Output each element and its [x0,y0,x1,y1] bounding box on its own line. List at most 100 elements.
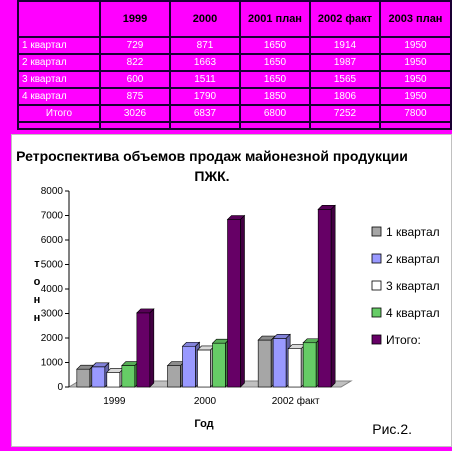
table-header-cell: 1999 [99,0,171,38]
x-tick-label: 1999 [103,396,126,407]
legend: 1 квартал 2 квартал 3 квартал 4 квартал Итог… [371,225,440,347]
y-axis-label-letter: т [34,258,40,270]
legend-label: 3 квартал [386,279,440,293]
y-tick-label: 1000 [41,358,64,369]
table-cell: 6800 [239,104,311,123]
row-label: 2 квартал [17,53,101,72]
table-cell: 7252 [309,104,381,123]
table-cell: 1650 [239,53,311,72]
table-header-cell: 2000 [169,0,241,38]
table-row: 4 квартал 875 1790 1850 1806 1950 [17,87,452,106]
legend-label: Итого: [386,333,421,347]
chart-title-line-1: Ретроспектива объемов продаж майонезной … [16,148,408,164]
chart-title-line-2: ПЖК. [194,168,229,184]
y-axis-label-letter: н [34,312,41,324]
bar-front [227,219,241,388]
x-tick-label: 2002 факт [272,395,320,407]
table-cell: 875 [99,87,171,106]
row-label: 1 квартал [17,36,101,55]
table-cell: 7800 [379,104,452,123]
bar-side [330,204,336,388]
table-cell: 1950 [379,70,452,89]
table-cell: 3026 [99,104,171,123]
bar-front [272,338,287,388]
bar-front [121,365,136,388]
bar [211,338,231,388]
table-header-cell [17,0,101,38]
legend-swatch [371,307,382,318]
row-label: Итого [17,104,101,123]
table-cell: 1850 [239,87,311,106]
bar-front [167,365,181,388]
y-tick-label: 6000 [41,235,64,246]
bar-side [240,214,245,388]
bar [196,345,216,388]
chart-panel: Ретроспектива объемов продаж майонезной … [11,134,452,447]
table-row-blank [17,121,452,130]
bar-front [91,366,106,388]
row-label: 4 квартал [17,87,101,106]
table-row: 1 квартал 729 871 1650 1914 1950 [17,36,452,55]
bar [257,335,276,388]
table-cell: 1650 [239,36,311,55]
bar [76,364,95,388]
legend-swatch [371,253,382,264]
data-table: 1999 2000 2001 план 2002 факт 2003 план … [17,0,452,130]
bar [302,338,321,388]
y-tick-label: 2000 [41,333,64,344]
table-cell: 1950 [379,36,452,55]
legend-swatch [371,334,382,345]
y-axis-label-letter: н [34,294,41,306]
bar [226,214,246,388]
legend-label: 2 квартал [386,252,440,266]
bar-front [197,349,211,388]
y-tick-label: 3000 [41,309,64,320]
y-tick-label: 7000 [41,211,64,222]
table-cell: 1950 [379,53,452,72]
table-cell: 1950 [379,87,452,106]
x-tick-label: 2000 [194,396,217,407]
bar-side [149,308,155,388]
y-tick-label: 4000 [41,284,64,295]
bar-front [302,342,317,388]
table-cell: 729 [99,36,171,55]
y-tick-label: 8000 [41,186,64,197]
table-header-row: 1999 2000 2001 план 2002 факт 2003 план [17,0,452,38]
y-tick-label: 0 [57,382,63,393]
table-row: 3 квартал 600 1511 1650 1565 1950 [17,70,452,89]
bar-front [76,368,91,388]
bar [272,333,291,388]
table-cell: 1806 [309,87,381,106]
legend-label: 1 квартал [386,225,440,239]
x-axis-label: Год [194,418,213,430]
legend-swatch [371,226,382,237]
table-cell: 822 [99,53,171,72]
table-header-cell: 2002 факт [309,0,381,38]
bar-front [182,345,196,388]
bar-front [106,372,121,388]
table-cell: 1565 [309,70,381,89]
bar-front [212,342,226,388]
bar [91,362,110,388]
row-label: 3 квартал [17,70,101,89]
table-header-cell: 2001 план [239,0,311,38]
bar [166,360,186,388]
table-header-cell: 2003 план [379,0,452,38]
bar [106,367,125,388]
table-cell: 1790 [169,87,241,106]
table-cell: 871 [169,36,241,55]
table-cell: 6837 [169,104,241,123]
legend-swatch [371,280,382,291]
y-axis-label-letter: о [34,276,41,288]
y-tick-label: 5000 [41,260,64,271]
legend-label: 4 квартал [386,306,440,320]
table-cell: 600 [99,70,171,89]
table-cell: 1650 [239,70,311,89]
bar [317,204,336,388]
chart-svg: Ретроспектива объемов продаж майонезной … [16,148,440,437]
table-row: 2 квартал 822 1663 1650 1987 1950 [17,53,452,72]
bar [181,341,201,388]
table-cell: 1914 [309,36,381,55]
data-table-wrapper: 1999 2000 2001 план 2002 факт 2003 план … [17,0,452,130]
